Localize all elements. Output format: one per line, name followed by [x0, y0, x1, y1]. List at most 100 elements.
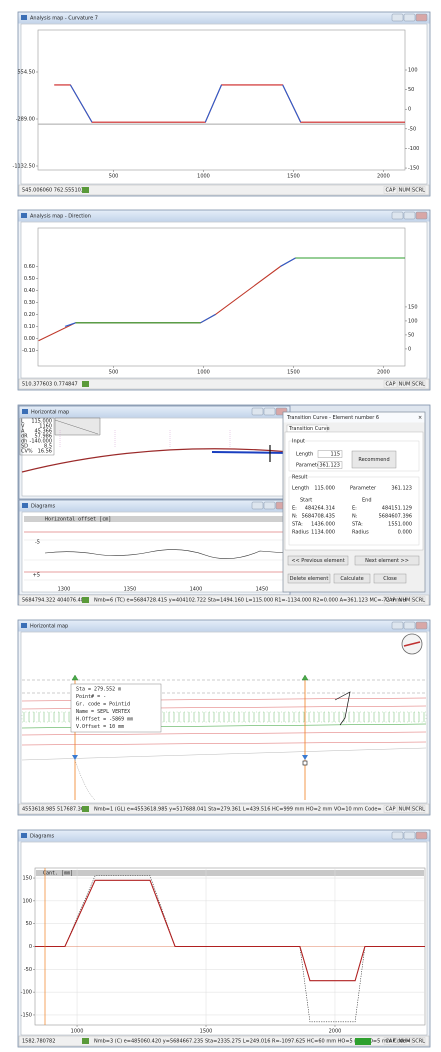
info-value: 1160: [39, 424, 52, 430]
window-button[interactable]: [263, 407, 276, 416]
title-bar: [18, 12, 430, 24]
status-key: SCRL: [412, 382, 425, 388]
row-value: 1551.000: [388, 522, 412, 528]
status-key-box: [383, 1037, 398, 1045]
info-value: -140.000: [30, 439, 52, 445]
window-icon: [22, 503, 28, 508]
window-button[interactable]: [391, 211, 404, 220]
title-bar: [19, 500, 290, 512]
dialog-button[interactable]: [333, 573, 371, 584]
status-text: Nmb=1 (GL) e=4553618.985 y=517688.041 St…: [94, 807, 382, 813]
window-title: Diagrams: [31, 504, 55, 510]
station-marker: [301, 674, 309, 681]
window-icon: [21, 213, 27, 218]
diagram-label: Horizontal offset [cm]: [45, 517, 111, 523]
dialog-button[interactable]: [373, 573, 407, 584]
window-button[interactable]: [403, 621, 416, 630]
status-key-box: [397, 380, 412, 388]
status-key: CAP: [386, 1039, 396, 1045]
window-button[interactable]: [403, 211, 416, 220]
status-key-box: [383, 380, 398, 388]
series-line: [64, 322, 76, 327]
dialog-button[interactable]: [287, 555, 349, 566]
window-button[interactable]: [415, 831, 428, 840]
window-button[interactable]: [391, 621, 404, 630]
row-label: STA:: [292, 522, 303, 528]
input-box[interactable]: [317, 461, 343, 469]
offset-line: [44, 549, 287, 559]
status-icon: [82, 597, 89, 603]
y2-tick-label: -150: [408, 166, 419, 172]
window-button[interactable]: [415, 13, 428, 22]
x-tick-label: 500: [109, 370, 119, 376]
series-line: [35, 879, 425, 982]
tooltip-line: Sta = 279.552 m: [76, 687, 121, 693]
window-button[interactable]: [403, 831, 416, 840]
alignment-transition: [211, 451, 291, 454]
window-icon: [21, 623, 27, 628]
y-tick-label: 50: [26, 921, 32, 927]
status-bar: [18, 803, 430, 815]
info-value: 16.56: [38, 449, 52, 455]
y-tick-label: -289.00: [16, 117, 35, 123]
alignment-curve: [21, 448, 291, 473]
status-text: 4553618.985 517687.367: [22, 807, 87, 813]
row-value: 5684708.435: [302, 514, 335, 520]
dialog-button[interactable]: [354, 555, 420, 566]
window-button[interactable]: [391, 831, 404, 840]
column-heading: End: [362, 498, 372, 504]
status-text: 545.006060 762.555103: [22, 188, 84, 194]
map-red-line: [21, 731, 427, 736]
row-label: N:: [352, 514, 358, 520]
x-tick-label: 500: [109, 174, 119, 180]
info-value: 45.366: [35, 429, 53, 435]
column-heading: Start: [300, 498, 312, 504]
dialog-button[interactable]: [287, 573, 331, 584]
window-button[interactable]: [415, 621, 428, 630]
y2-tick-label: 150: [408, 304, 418, 310]
series-line: [280, 257, 296, 267]
row-value: 484264.314: [305, 506, 335, 512]
window-button[interactable]: [251, 407, 264, 416]
map-red-line: [21, 741, 427, 746]
tab-label: Transition Curve: [288, 426, 330, 432]
status-key-box: [383, 596, 398, 604]
status-key: NUM: [399, 188, 411, 194]
status-key: CAP: [386, 807, 396, 813]
y-tick-label: 0.20: [24, 312, 35, 318]
window-title: Diagrams: [30, 834, 54, 840]
result-value: 361.123: [391, 486, 412, 492]
status-key-box: [383, 186, 398, 194]
status-text: Nmb=3 (C) e=485060.420 y=5684667.235 Sta…: [94, 1039, 410, 1045]
window-button[interactable]: [403, 13, 416, 22]
info-key: L: [21, 419, 24, 425]
recommend-button[interactable]: [351, 450, 397, 469]
window-button[interactable]: [391, 13, 404, 22]
status-key: NUM: [399, 382, 411, 388]
row-label: Radius: [352, 530, 369, 536]
input-box[interactable]: [317, 450, 343, 458]
field-label: Parameter: [350, 486, 377, 492]
info-key: dR: [21, 434, 28, 440]
y2-tick-label: 100: [408, 318, 418, 324]
button-label: Calculate: [340, 576, 363, 582]
status-key-box: [397, 596, 412, 604]
status-icon: [82, 381, 89, 387]
status-key: NUM: [399, 598, 411, 604]
status-icon: [82, 806, 89, 812]
window-button[interactable]: [415, 211, 428, 220]
title-bar: [18, 620, 430, 632]
status-indicator: [355, 1038, 371, 1045]
diagram-label-bar: [24, 516, 286, 522]
diagram-label: Cant. [mm]: [43, 871, 73, 877]
y-tick-label: 0.10: [24, 324, 35, 330]
window-title: Analysis map - Curvature 7: [30, 16, 98, 22]
window-button[interactable]: [251, 501, 264, 510]
x-tick-label: 1000: [197, 174, 210, 180]
dialog-close[interactable]: ×: [418, 415, 422, 421]
window-button[interactable]: [263, 501, 276, 510]
series-line: [204, 84, 223, 123]
group-heading: Input: [292, 439, 305, 445]
x-tick-label: 2000: [377, 174, 390, 180]
